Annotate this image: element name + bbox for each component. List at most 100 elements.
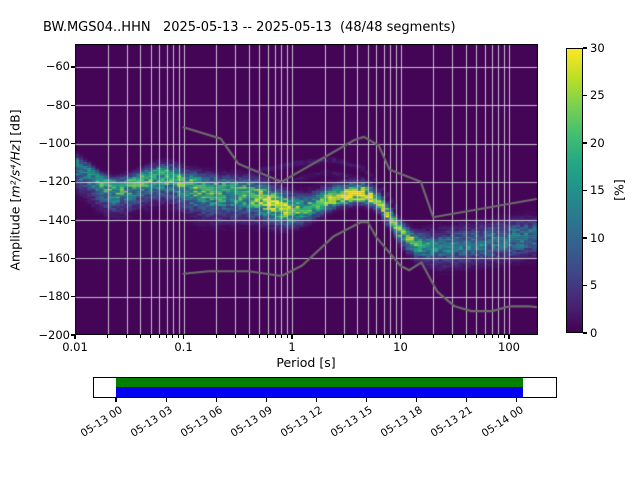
x-tick-label: 1 [288,340,296,354]
y-tick-mark [71,66,75,68]
x-tick-mark [291,335,293,339]
x-minor-tick-mark [343,335,345,338]
x-minor-tick-mark [484,335,486,338]
y-tick-mark [71,334,75,336]
timeline-tick-label: 05-13 03 [128,404,175,440]
y-tick-label: −160 [38,250,70,265]
x-tick-mark [74,335,76,339]
timeline-tick-mark [215,398,217,402]
x-minor-tick-mark [274,335,276,338]
timeline-tick-label: 05-13 18 [379,404,426,440]
y-tick-label: −60 [45,59,70,74]
colorbar-tick-label: 25 [590,88,605,102]
x-tick-mark [508,335,510,339]
timeline-processed-bar [116,378,523,387]
y-tick-label: −180 [38,289,70,304]
x-minor-tick-mark [258,335,260,338]
ppsd-plot-area [75,44,538,335]
timeline-tick-label: 05-13 00 [78,404,125,440]
timeline-tick-label: 05-13 06 [178,404,225,440]
y-tick-mark [71,142,75,145]
colorbar-tick-mark [583,237,587,239]
y-tick-label: −80 [45,97,70,112]
x-minor-tick-mark [280,335,282,338]
timeline-tick-label: 05-13 09 [228,404,275,440]
x-minor-tick-mark [475,335,477,338]
x-tick-label: 10 [393,340,408,354]
colorbar-tick-label: 15 [590,183,605,197]
x-tick-mark [182,335,185,339]
y-tick-mark [71,296,75,298]
timeline-tick-label: 05-13 12 [278,404,325,440]
x-tick-label: 0.01 [62,340,88,354]
x-minor-tick-mark [389,335,391,338]
timeline-data-bar [116,386,523,397]
colorbar-tick-mark [583,189,587,192]
y-tick-label: −140 [38,212,70,227]
x-tick-mark [399,335,402,339]
x-minor-tick-mark [395,335,397,338]
y-tick-mark [71,181,75,183]
x-minor-tick-mark [367,335,369,338]
x-minor-tick-mark [158,335,160,338]
timeline-tick-mark [466,398,468,402]
colorbar-label: [%] [611,179,627,201]
y-tick-label: −120 [38,174,70,189]
y-tick-mark [71,257,75,259]
y-tick-label: −200 [38,327,70,342]
timeline-tick-label: 05-13 21 [429,404,476,440]
x-minor-tick-mark [503,335,505,338]
y-tick-mark [71,219,75,221]
x-minor-tick-mark [139,335,141,338]
ppsd-heatmap-canvas [75,44,538,335]
x-minor-tick-mark [375,335,377,338]
timeline-tick-mark [165,398,167,402]
x-axis-label: Period [s] [276,355,336,370]
timeline-tick-mark [416,398,418,402]
x-minor-tick-mark [166,335,168,338]
x-tick-label: 0.1 [174,340,193,354]
timeline-tick-mark [315,398,317,402]
x-tick-label: 100 [498,340,520,354]
x-minor-tick-mark [286,335,288,338]
x-minor-tick-mark [497,335,499,338]
x-minor-tick-mark [215,335,217,338]
timeline-tick-label: 05-13 15 [328,404,376,440]
colorbar-tick-label: 10 [590,230,605,245]
x-minor-tick-mark [451,335,453,338]
colorbar-tick-label: 5 [590,278,598,292]
colorbar-tick-mark [583,284,587,287]
colorbar-tick-mark [583,142,587,144]
x-minor-tick-mark [491,335,493,338]
timeline-tick-mark [265,398,267,402]
colorbar-tick-label: 20 [590,135,605,150]
x-minor-tick-mark [432,335,434,338]
timeline-tick-mark [516,398,518,402]
y-axis-label: Amplitude [m²/s⁴/Hz] [dB] [7,109,23,271]
x-minor-tick-mark [178,335,180,338]
timeline-tick-label: 05-14 00 [479,404,526,440]
colorbar-tick-label: 30 [590,40,605,55]
x-minor-tick-mark [126,335,128,338]
x-minor-tick-mark [150,335,152,338]
x-minor-tick-mark [248,335,250,338]
colorbar-tick-mark [583,332,587,334]
colorbar-tick-mark [583,47,587,49]
x-minor-tick-mark [234,335,236,338]
timeline-tick-mark [365,398,368,402]
x-minor-tick-mark [356,335,358,338]
x-minor-tick-mark [172,335,174,338]
x-minor-tick-mark [383,335,385,338]
x-minor-tick-mark [324,335,326,338]
x-minor-tick-mark [267,335,269,338]
colorbar-tick-label: 0 [590,325,598,340]
y-tick-label: −100 [38,136,70,151]
plot-title: BW.MGS04..HHN 2025-05-13 -- 2025-05-13 (… [43,20,456,35]
timeline-tick-mark [115,398,117,402]
x-minor-tick-mark [107,335,109,338]
colorbar [566,48,583,333]
timeline-coverage-box [93,377,557,398]
colorbar-tick-mark [583,94,587,97]
y-tick-mark [71,104,75,106]
